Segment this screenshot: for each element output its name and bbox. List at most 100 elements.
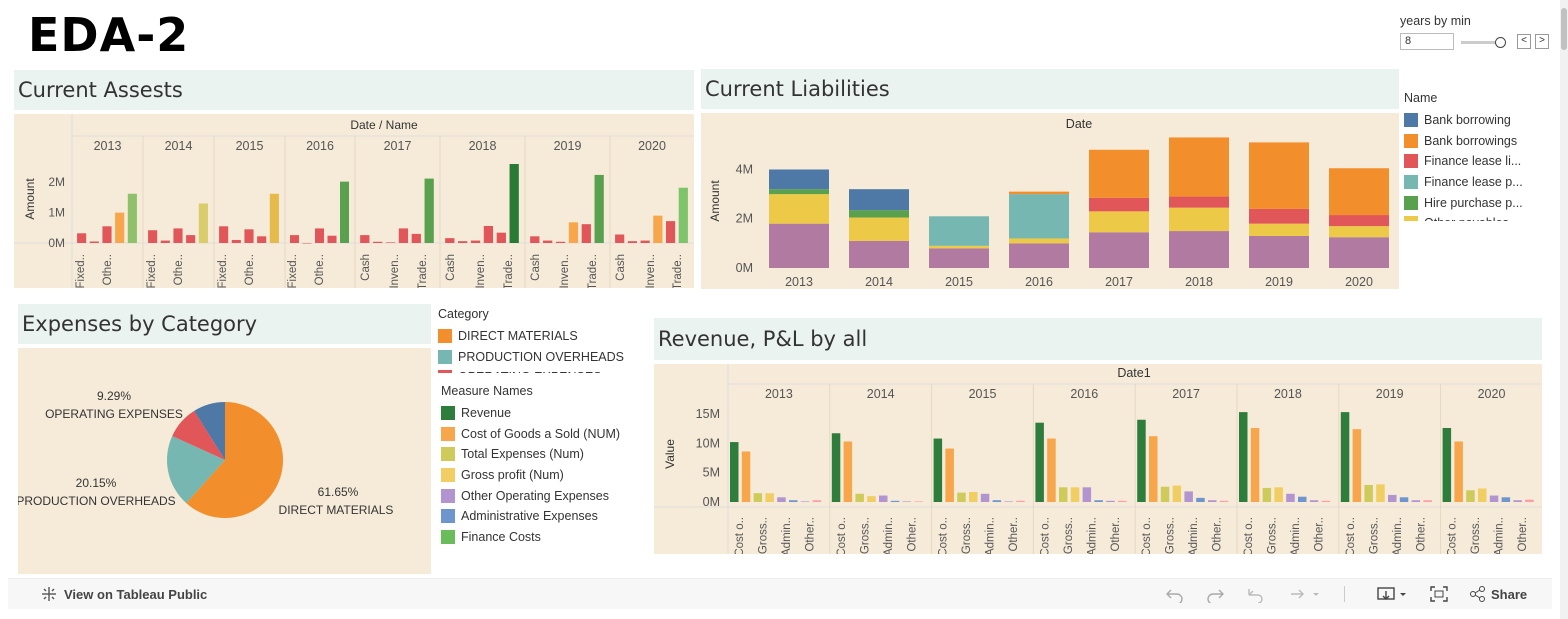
fullscreen-button[interactable] [1429, 579, 1449, 609]
legend-swatch [441, 468, 455, 483]
category-legend-item[interactable]: DIRECT MATERIALS [438, 326, 638, 347]
measure-legend-item[interactable]: Finance Costs [441, 527, 641, 548]
rev-bar [1388, 494, 1397, 502]
revenue-chart[interactable]: Date1 Value 15M 10M 5M 0M 2013 Cost o.. Gross.. A… [654, 364, 1542, 557]
redo-button[interactable] [1205, 579, 1225, 609]
pie-category-label: PRODUCTION OVERHEADS [18, 494, 176, 508]
ca-bar [186, 235, 196, 243]
measure-names-legend: Measure Names Revenue Cost of Goods a Sol… [441, 384, 641, 547]
category-legend: Category DIRECT MATERIALS PRODUCTION OVER… [438, 307, 638, 373]
name-legend-item[interactable]: Bank borrowings [1404, 131, 1529, 152]
ca-bar [302, 243, 312, 244]
rev-bar [1309, 500, 1319, 502]
rev-ytick: 0M [703, 495, 720, 509]
expenses-pie-chart[interactable]: 61.65% DIRECT MATERIALS 20.15% PRODUCTION O… [16, 348, 431, 574]
rev-bar [831, 433, 841, 502]
measure-legend-item[interactable]: Gross profit (Num) [441, 465, 641, 486]
tableau-toolbar: View on Tableau Public Share [8, 578, 1552, 609]
revert-button[interactable] [1245, 579, 1265, 609]
category-legend-item[interactable]: PRODUCTION OVERHEADS [438, 347, 638, 368]
name-legend-item[interactable]: Finance lease li... [1404, 151, 1529, 172]
next-step-button[interactable]: > [1535, 34, 1549, 49]
cl-bar-segment [1329, 215, 1389, 227]
cl-bar-segment [1089, 211, 1149, 233]
ca-ytick: 2M [48, 175, 65, 189]
cl-bar-segment [1329, 237, 1389, 268]
rev-bar [777, 497, 786, 502]
pie-slice [186, 402, 284, 518]
ca-bar [290, 235, 299, 243]
view-on-tableau-link[interactable]: View on Tableau Public [40, 579, 207, 609]
cl-bar-segment [1009, 238, 1069, 244]
rev-measure-label: Cost o.. [1345, 517, 1357, 554]
ca-year-label: 2018 [469, 139, 497, 153]
cl-bar-segment [1329, 226, 1389, 238]
forward-button[interactable] [1285, 579, 1319, 609]
legend-label: Bank borrowings [1424, 133, 1518, 148]
rev-bar [1321, 500, 1331, 502]
ca-ytick: 1M [48, 206, 65, 220]
page-scrollbar-thumb[interactable] [1561, 8, 1567, 50]
ca-bar [653, 215, 663, 243]
rev-measure-label: Gross.. [1470, 517, 1482, 554]
legend-swatch [441, 509, 455, 524]
rev-bar [1501, 497, 1511, 502]
name-legend-item[interactable]: Finance lease p... [1404, 172, 1529, 193]
undo-button[interactable] [1165, 579, 1185, 609]
rev-bar [1172, 485, 1182, 502]
measure-legend-item[interactable]: Administrative Expenses [441, 506, 641, 527]
legend-label: Hire purchase p... [1424, 195, 1523, 210]
ca-bar [127, 193, 137, 243]
measure-legend-item[interactable]: Revenue [441, 403, 641, 424]
page-scrollbar[interactable] [1560, 0, 1568, 619]
rev-year-label: 2013 [765, 387, 793, 401]
cl-bar-segment [1089, 232, 1149, 268]
current-liabilities-chart[interactable]: Date Amount 4M 2M 0M 2013 2014 2015 2016 2017 2018… [701, 113, 1399, 289]
ca-bar [340, 181, 349, 243]
measure-legend-item[interactable]: Cost of Goods a Sold (NUM) [441, 424, 641, 445]
cl-year-label: 2014 [865, 275, 893, 289]
current-liabilities-panel[interactable]: Date Amount 4M 2M 0M 2013 2014 2015 2016 2017 2018… [701, 113, 1399, 289]
name-legend-item[interactable]: Other payables [1404, 213, 1529, 221]
rev-measure-label: Gross.. [961, 517, 973, 554]
cl-bar-segment [1009, 191, 1069, 195]
cl-ytick: 4M [736, 162, 753, 176]
rev-bar [1016, 500, 1025, 502]
expenses-panel[interactable]: 61.65% DIRECT MATERIALS 20.15% PRODUCTION O… [16, 348, 431, 574]
rev-measure-label: Admin.. [883, 517, 895, 554]
cl-bar-segment [849, 210, 909, 218]
rev-measure-label: Other.. [805, 517, 817, 552]
cl-bar-segment [849, 217, 909, 241]
measure-legend-item[interactable]: Total Expenses (Num) [441, 444, 641, 465]
years-slider-knob[interactable] [1495, 37, 1506, 48]
rev-bar [1411, 500, 1421, 502]
cl-bar-segment [929, 216, 989, 246]
current-assets-panel[interactable]: Date / Name Amount 2M 1M 0M 2013 2014 2015 2016 2… [14, 114, 694, 290]
rev-measure-label: Other.. [1415, 517, 1427, 552]
legend-label: Finance Costs [461, 529, 541, 544]
years-slider-track[interactable] [1461, 41, 1501, 44]
measure-legend-item[interactable]: Other Operating Expenses [441, 485, 641, 506]
share-button[interactable]: Share [1469, 579, 1527, 609]
cl-year-label: 2018 [1185, 275, 1213, 289]
name-legend-item[interactable]: Bank borrowing [1404, 110, 1529, 131]
cl-bar-segment [1249, 208, 1309, 224]
current-assets-chart[interactable]: Date / Name Amount 2M 1M 0M 2013 2014 2015 2016 2… [14, 114, 694, 290]
legend-swatch [441, 488, 455, 503]
cl-bar-segment [1089, 149, 1149, 198]
ca-bar [360, 235, 370, 243]
rev-bar [1466, 490, 1475, 502]
prev-step-button[interactable]: < [1517, 34, 1531, 49]
ca-bar [543, 240, 553, 243]
download-button[interactable] [1376, 579, 1410, 609]
cl-bar-segment [1009, 194, 1069, 239]
ca-name-label: Cash [530, 254, 542, 281]
rev-bar [1035, 422, 1044, 502]
ca-bar [244, 229, 254, 243]
cl-bar-segment [1169, 137, 1229, 197]
revenue-panel[interactable]: Date1 Value 15M 10M 5M 0M 2013 Cost o.. Gross.. A… [654, 364, 1542, 557]
name-legend-item[interactable]: Hire purchase p... [1404, 192, 1529, 213]
undo-icon [1166, 589, 1183, 603]
years-by-min-input[interactable]: 8 [1400, 33, 1454, 50]
category-legend-item[interactable]: OPERATING EXPENSES [438, 367, 638, 373]
